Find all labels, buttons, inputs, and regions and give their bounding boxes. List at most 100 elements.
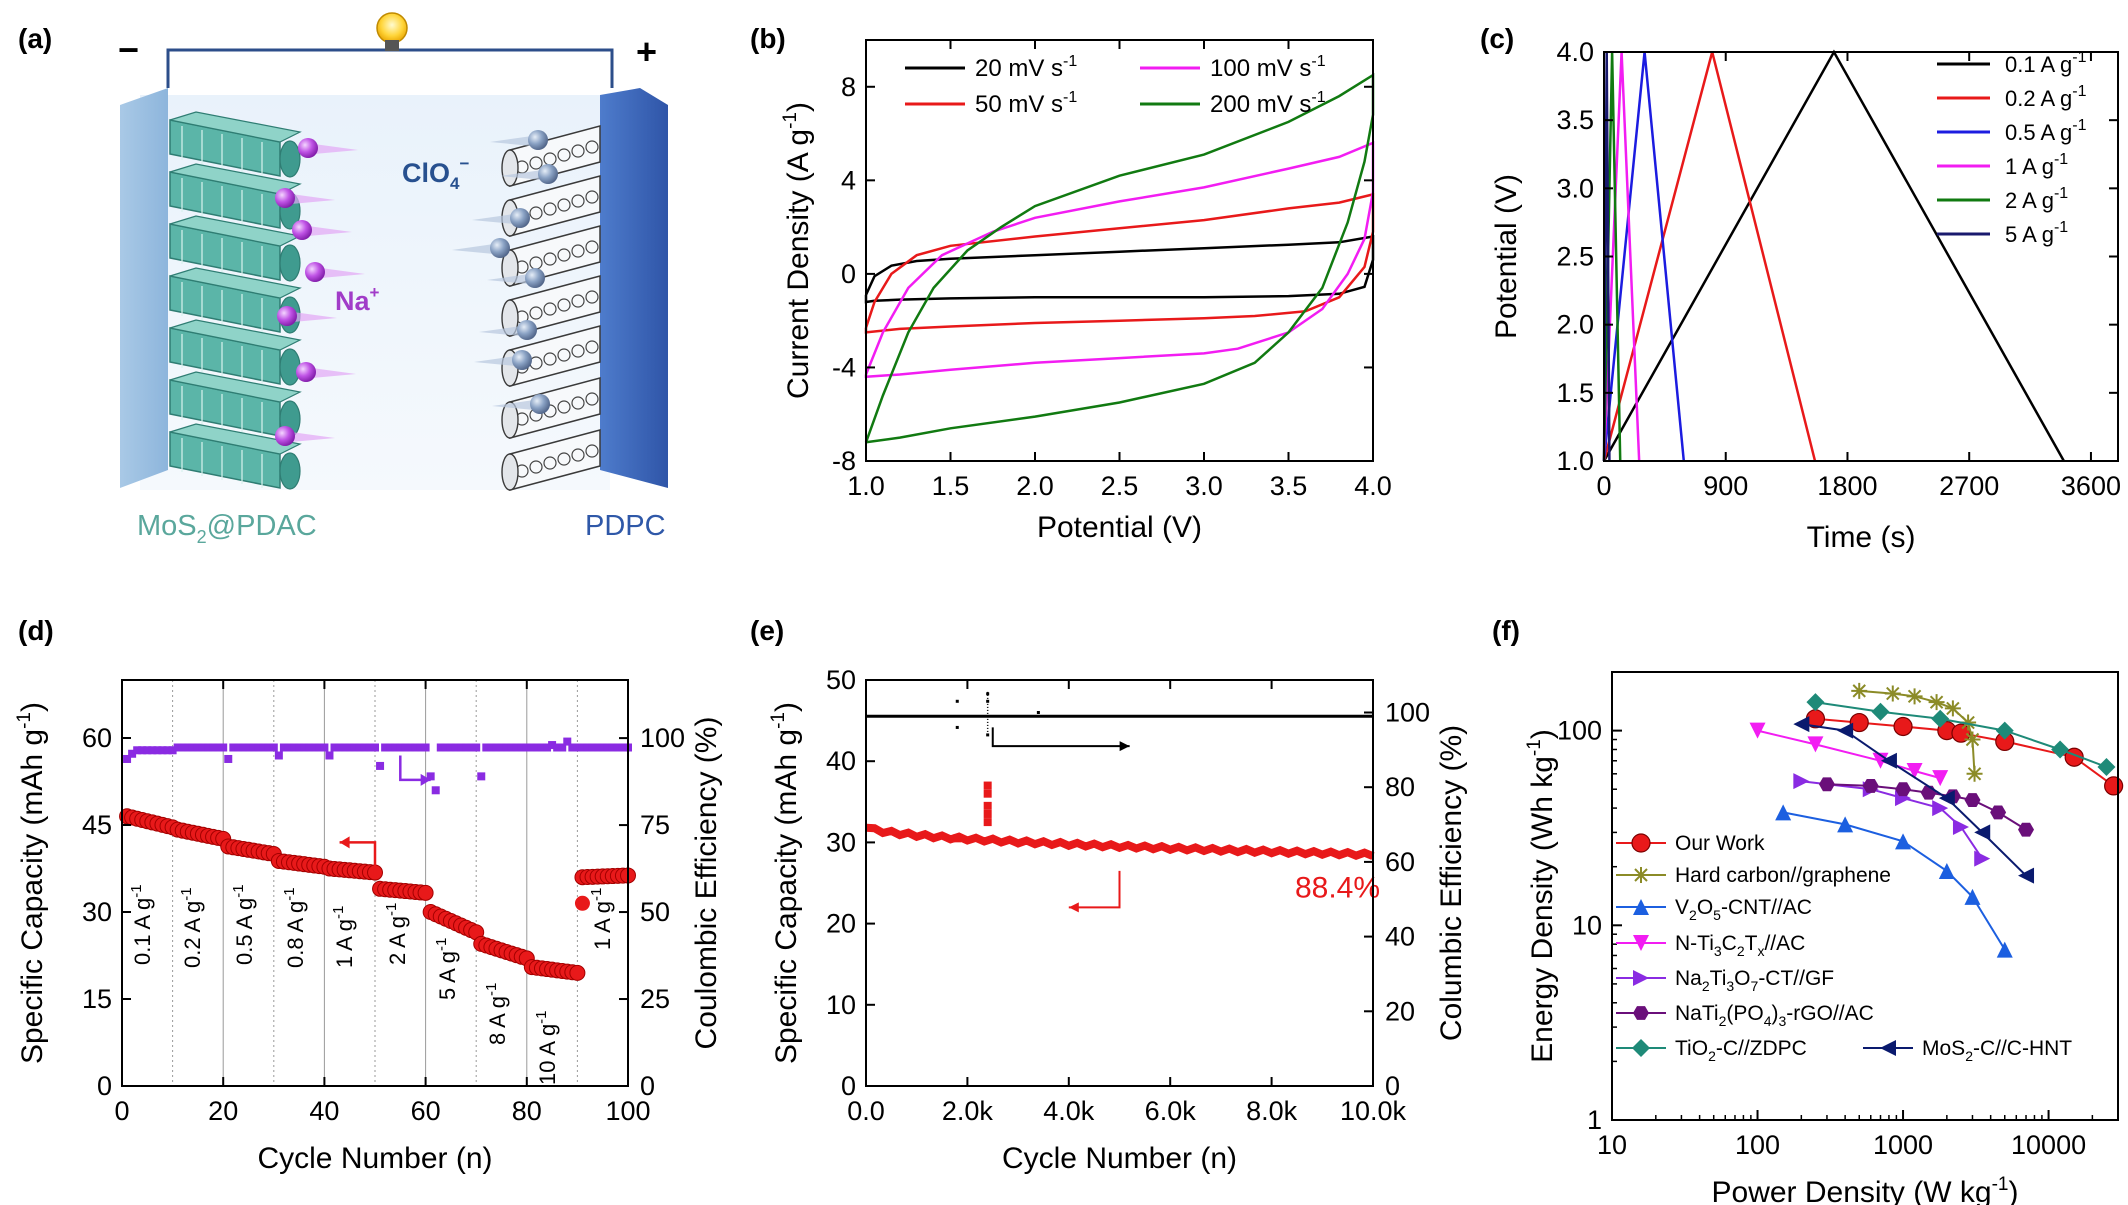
ragone-marker xyxy=(1944,700,1961,717)
na-ion-trail xyxy=(291,432,335,442)
cv-x-tick-label: 3.5 xyxy=(1270,471,1308,501)
ragone-y-axis-label: Energy Density (Wh kg-1) xyxy=(1524,729,1559,1063)
panel-label-f: (f) xyxy=(1492,615,1520,646)
capacity-spike xyxy=(983,801,992,810)
gcd-y-tick-label: 2.0 xyxy=(1556,310,1594,340)
ragone-x-tick-label: 10000 xyxy=(2011,1130,2086,1160)
capacity-point xyxy=(569,964,586,981)
efficiency-point xyxy=(492,743,501,752)
tube-ring xyxy=(529,206,543,220)
efficiency-point xyxy=(578,743,587,752)
ragone-x-tick-label: 1000 xyxy=(1873,1130,1933,1160)
tube-ring xyxy=(543,302,557,316)
ragone-marker xyxy=(1895,782,1912,797)
mos2-end xyxy=(279,452,301,490)
tube-ring xyxy=(543,252,557,266)
retention-label: 88.4% xyxy=(1295,872,1380,905)
ragone-marker xyxy=(1862,778,1879,793)
mos2-top xyxy=(169,371,302,403)
efficiency-point xyxy=(168,746,177,755)
na-ion-trail xyxy=(293,312,337,322)
anion-label: ClO4− xyxy=(402,154,469,193)
cv-x-tick-label: 1.0 xyxy=(847,471,885,501)
cycling-x-tick-label: 8.0k xyxy=(1246,1096,1298,1126)
tube-ring xyxy=(585,140,599,154)
efficiency-point xyxy=(128,749,137,758)
ragone-marker xyxy=(1851,682,1868,699)
carbon-nanotubes xyxy=(501,125,601,491)
ragone-marker xyxy=(1884,685,1901,702)
cycling-y2-tick-label: 80 xyxy=(1385,772,1415,802)
efficiency-point xyxy=(193,743,202,752)
na-ion xyxy=(275,188,295,208)
tube-ring xyxy=(585,290,599,304)
clo4-ion-trail xyxy=(500,170,542,180)
gcd-y-tick-label: 1.0 xyxy=(1556,446,1594,476)
efficiency-point xyxy=(300,743,309,752)
gcd-y-tick-label: 4.0 xyxy=(1556,37,1594,67)
efficiency-point xyxy=(477,772,486,781)
ragone-marker xyxy=(1964,793,1981,807)
ragone-marker xyxy=(1906,688,1923,705)
cv-x-tick-label: 4.0 xyxy=(1354,471,1392,501)
capacity-band xyxy=(865,823,1375,860)
ragone-marker xyxy=(1871,702,1890,721)
na-ion-trail xyxy=(308,226,352,236)
rate-label: 10 A g-1 xyxy=(533,1010,560,1085)
gcd-x-tick-label: 3600 xyxy=(2061,471,2121,501)
mos2-end xyxy=(279,244,301,282)
cycling-y2-tick-label: 40 xyxy=(1385,922,1415,952)
efficiency-point xyxy=(214,743,223,752)
gcd-legend-label: 0.2 A g-1 xyxy=(2005,83,2087,111)
clo4-ion-trail xyxy=(492,400,534,410)
cycling-y-axis-label: Specific Capacity (mAh g-1) xyxy=(768,702,803,1064)
na-ion xyxy=(296,362,316,382)
efficiency-point xyxy=(259,743,268,752)
cv-y-tick-label: 4 xyxy=(841,165,856,195)
ragone-marker xyxy=(1633,970,1649,986)
tube-ring xyxy=(585,340,599,354)
efficiency-outlier xyxy=(986,692,990,696)
efficiency-point xyxy=(269,743,278,752)
efficiency-point xyxy=(188,743,197,752)
mos2-layer xyxy=(169,423,302,490)
clo4-ion xyxy=(538,164,558,184)
efficiency-point xyxy=(244,743,253,752)
ragone-marker xyxy=(1938,790,1955,807)
efficiency-point xyxy=(598,743,607,752)
efficiency-point xyxy=(204,743,213,752)
gcd-legend-label: 0.1 A g-1 xyxy=(2005,49,2087,77)
ragone-marker xyxy=(2018,822,2035,837)
ragone-marker xyxy=(1920,785,1937,800)
carbon-tube xyxy=(501,377,601,439)
ragone-marker xyxy=(2104,776,2124,796)
tube-ring xyxy=(543,202,557,216)
efficiency-point xyxy=(593,743,602,752)
efficiency-point xyxy=(371,743,379,752)
rate-y-axis-label: Specific Capacity (mAh g-1) xyxy=(14,702,49,1064)
ragone-marker xyxy=(1775,804,1792,821)
efficiency-point xyxy=(178,743,187,752)
cycling-x-tick-label: 4.0k xyxy=(1043,1096,1095,1126)
efficiency-point xyxy=(411,743,420,752)
rate-plot-frame xyxy=(121,679,629,1087)
ragone-series-line xyxy=(1801,780,1984,860)
carbon-tube xyxy=(501,125,601,187)
efficiency-point xyxy=(553,743,562,752)
mos2-top xyxy=(169,163,302,195)
ragone-marker xyxy=(1932,770,1949,787)
ragone-marker xyxy=(1960,714,1977,731)
efficiency-point xyxy=(376,761,385,770)
ragone-x-axis-label: Power Density (W kg-1) xyxy=(1712,1174,2019,1205)
efficiency-point xyxy=(482,743,491,752)
ragone-marker xyxy=(1633,935,1649,951)
cathode-electrode xyxy=(600,88,668,488)
cation-label: Na+ xyxy=(335,283,380,316)
efficiency-point xyxy=(320,743,329,752)
mos2-top xyxy=(169,267,302,299)
ragone-marker xyxy=(1880,1040,1896,1056)
efficiency-point xyxy=(153,746,162,755)
panel-label-b: (b) xyxy=(750,23,786,54)
rate-x-tick-label: 80 xyxy=(512,1096,542,1126)
cv-legend-label: 100 mV s-1 xyxy=(1210,53,1326,82)
